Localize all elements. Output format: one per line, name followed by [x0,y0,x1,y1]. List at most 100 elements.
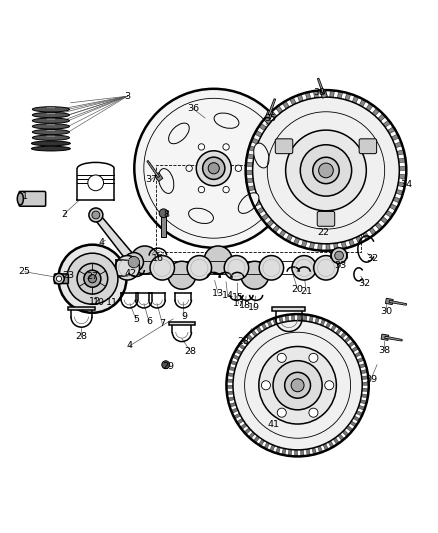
Text: 19: 19 [248,303,260,312]
Polygon shape [264,442,269,449]
Circle shape [150,256,174,280]
Polygon shape [361,394,368,398]
Polygon shape [267,320,272,327]
Polygon shape [306,449,310,456]
Polygon shape [301,240,307,248]
Polygon shape [240,423,247,430]
Polygon shape [291,314,295,321]
Text: 6: 6 [146,318,152,326]
Polygon shape [320,319,325,326]
Polygon shape [337,91,343,99]
Polygon shape [230,360,237,365]
Polygon shape [344,336,351,343]
Polygon shape [328,441,334,448]
Polygon shape [256,326,262,333]
Polygon shape [318,78,325,94]
Circle shape [300,145,352,196]
Text: 16: 16 [152,254,164,263]
Text: 8: 8 [164,209,170,219]
Circle shape [224,256,249,280]
Polygon shape [288,449,292,456]
Polygon shape [279,230,286,238]
Polygon shape [357,357,364,362]
Circle shape [291,379,304,392]
Polygon shape [231,408,238,413]
Polygon shape [169,322,195,326]
Polygon shape [381,216,389,224]
Polygon shape [309,315,314,322]
Polygon shape [360,369,367,374]
Polygon shape [338,434,344,441]
Polygon shape [385,211,393,217]
Polygon shape [326,244,330,251]
Polygon shape [248,146,256,151]
Polygon shape [282,448,286,455]
Polygon shape [246,334,253,341]
FancyBboxPatch shape [317,212,335,227]
Circle shape [331,248,347,263]
Polygon shape [342,430,349,437]
Polygon shape [248,432,255,439]
Circle shape [58,245,127,313]
Ellipse shape [32,141,71,146]
Circle shape [88,274,96,283]
Polygon shape [244,428,251,434]
Text: 30: 30 [380,306,392,316]
Polygon shape [282,101,289,109]
Circle shape [196,151,231,185]
Polygon shape [398,182,405,187]
Polygon shape [366,103,373,111]
Circle shape [277,408,286,417]
Polygon shape [356,236,362,244]
Polygon shape [362,388,369,392]
Polygon shape [396,189,403,195]
Polygon shape [395,142,403,148]
Circle shape [259,346,336,424]
Circle shape [54,273,64,284]
Circle shape [259,256,284,280]
Text: 3: 3 [124,92,131,101]
FancyBboxPatch shape [359,139,377,154]
Polygon shape [358,405,365,410]
Polygon shape [228,366,235,371]
Polygon shape [265,110,273,119]
Polygon shape [362,376,368,379]
Circle shape [131,246,159,274]
Text: 37: 37 [145,175,157,184]
Ellipse shape [32,118,70,123]
Polygon shape [161,213,166,237]
Polygon shape [250,193,258,199]
Ellipse shape [169,123,189,144]
Polygon shape [399,166,406,171]
Polygon shape [293,238,300,245]
Circle shape [285,373,311,398]
Text: 4: 4 [98,238,104,247]
Circle shape [203,157,225,180]
Polygon shape [270,445,275,452]
Text: 36: 36 [187,104,199,113]
Polygon shape [354,352,362,357]
Circle shape [187,256,212,280]
Polygon shape [385,298,393,305]
Polygon shape [309,242,314,250]
Polygon shape [261,322,267,330]
Polygon shape [341,241,347,249]
Polygon shape [304,314,307,321]
Polygon shape [227,391,233,395]
Polygon shape [237,418,244,424]
Polygon shape [247,185,255,191]
Polygon shape [353,416,360,422]
Polygon shape [340,332,347,338]
Polygon shape [246,162,253,167]
Polygon shape [369,228,377,236]
Polygon shape [359,364,366,368]
Polygon shape [297,314,301,321]
Circle shape [128,256,140,268]
Polygon shape [375,222,383,230]
Ellipse shape [254,143,269,168]
Circle shape [286,130,366,211]
Polygon shape [350,421,357,427]
Circle shape [84,270,101,287]
Text: 12: 12 [88,297,101,306]
Polygon shape [235,349,242,354]
